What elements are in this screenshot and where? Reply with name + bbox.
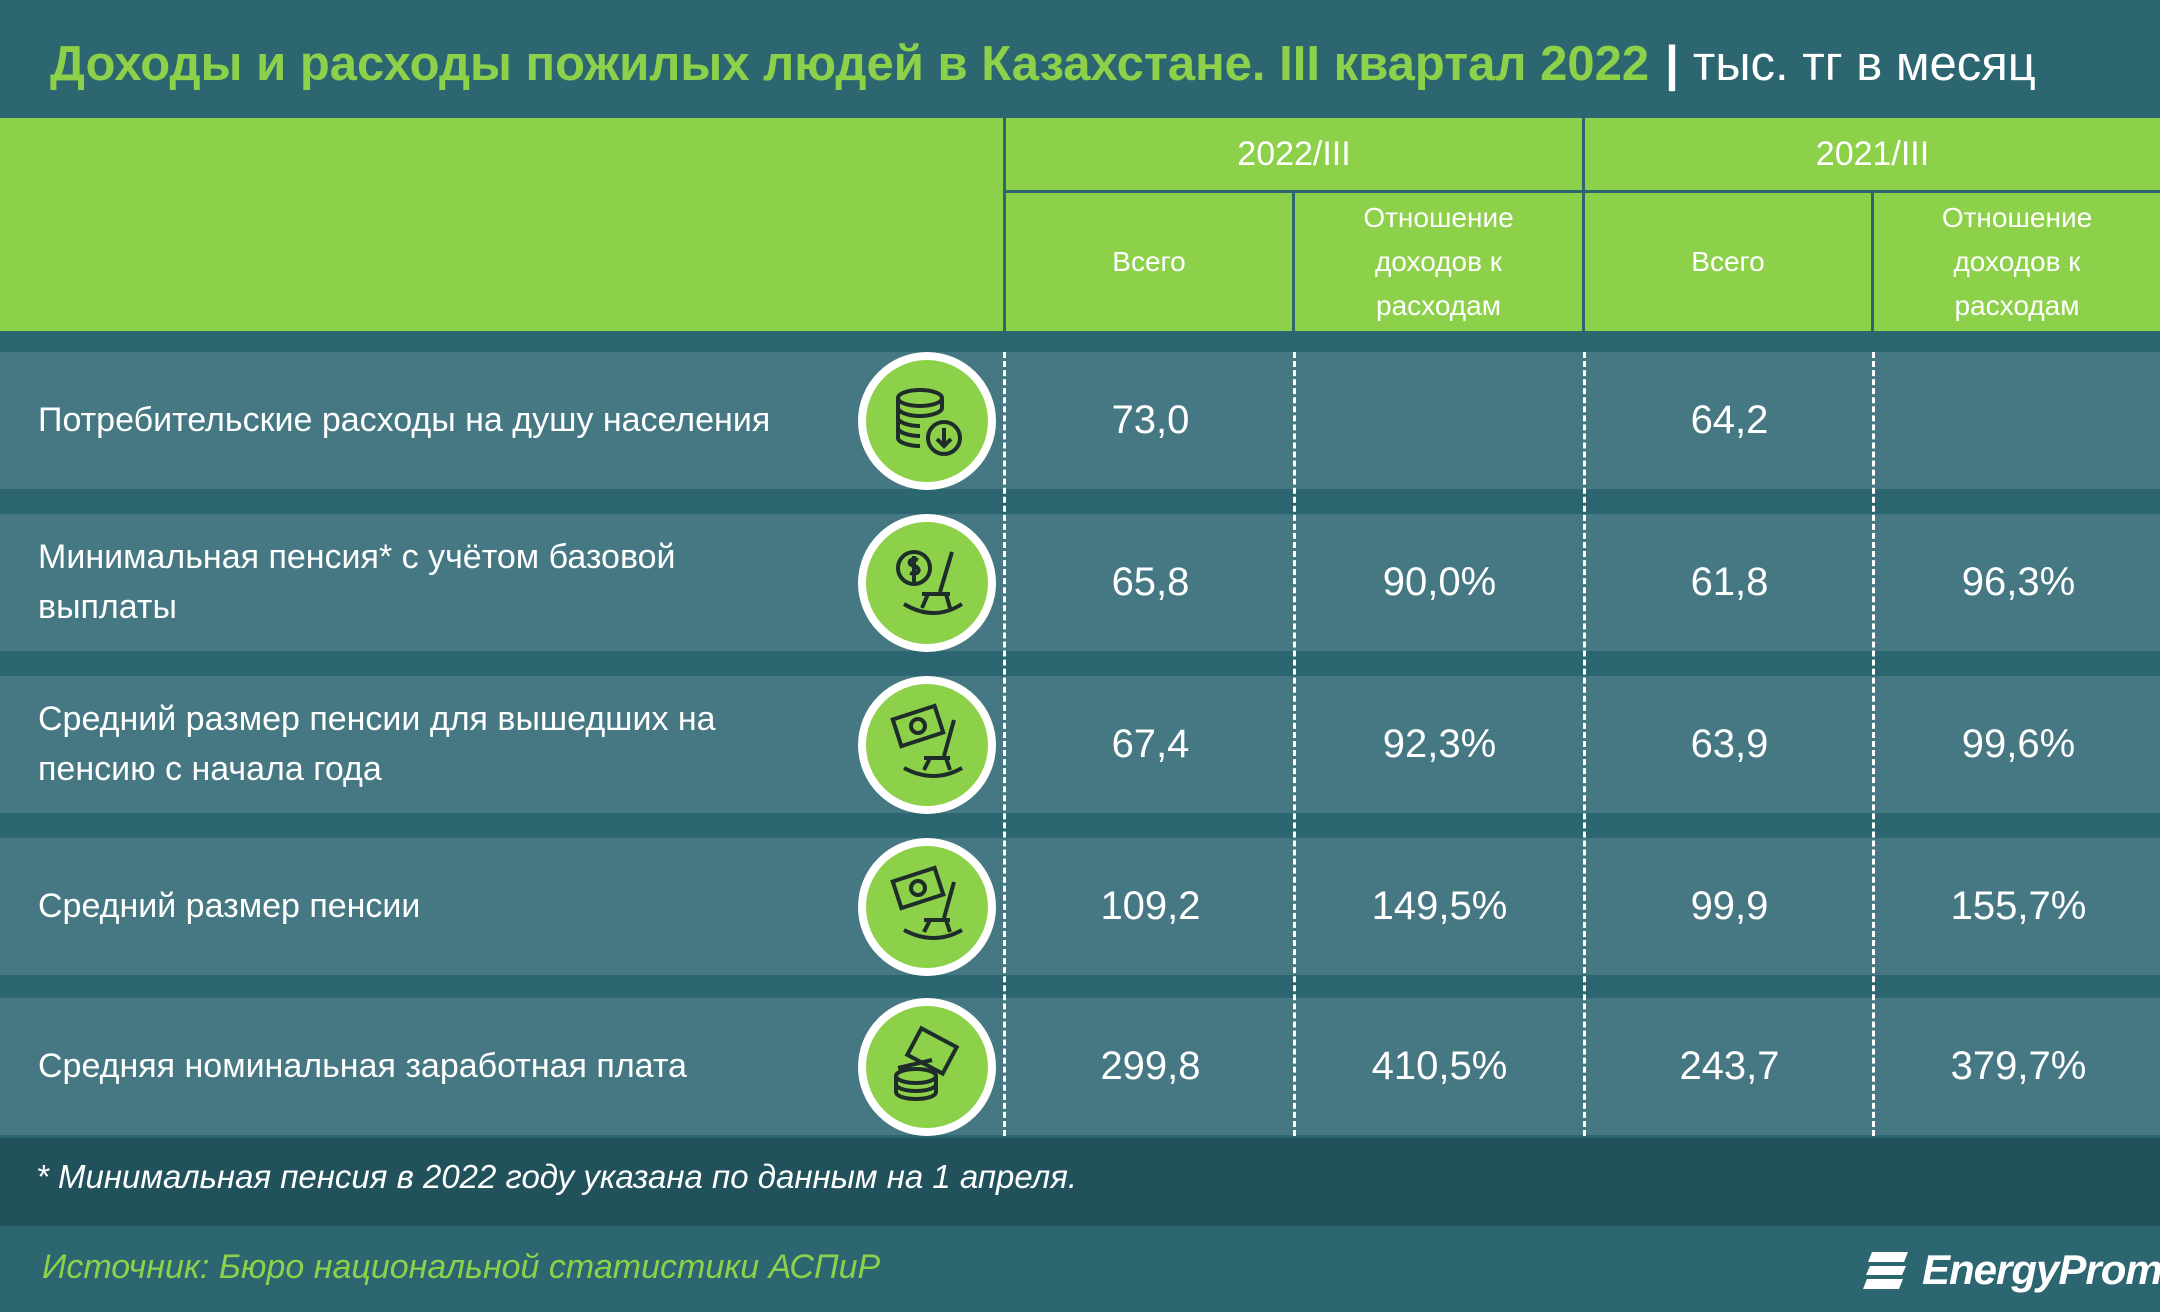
value-ratio-cell: 99,6% bbox=[1961, 722, 2076, 766]
column-divider bbox=[1293, 352, 1296, 1136]
rocking-chair-banknote-icon bbox=[858, 838, 996, 976]
value-total-cell: 65,8 bbox=[1111, 560, 1190, 604]
value-ratio-cell bbox=[1295, 352, 1584, 489]
footnote-band bbox=[0, 1138, 2160, 1226]
row-label: Средний размер пенсии для вышедших на пен… bbox=[38, 694, 716, 794]
value-ratio-cell: 149,5% bbox=[1371, 884, 1508, 928]
row-label: Средняя номинальная заработная плата bbox=[38, 1041, 687, 1091]
value-ratio-cell: 92,3% bbox=[1382, 722, 1497, 766]
value-ratio-cell: 410,5% bbox=[1371, 1044, 1508, 1088]
row-label-line: Средняя номинальная заработная плата bbox=[38, 1047, 687, 1085]
table-row: Потребительские расходы на душу населени… bbox=[0, 352, 2160, 490]
header-ratio-2022: Отношение доходов к расходам bbox=[1295, 193, 1582, 331]
row-label-line: пенсию с начала года bbox=[38, 750, 382, 788]
value-total-cell: 73,0 bbox=[1111, 398, 1190, 442]
row-label: Минимальная пенсия* с учётом базовой выпл… bbox=[38, 532, 676, 632]
value-ratio-cell: 90,0% bbox=[1382, 560, 1497, 604]
money-coins-icon bbox=[858, 998, 996, 1136]
header-year-2022: 2022/III bbox=[1006, 118, 1582, 190]
value-ratio-cell bbox=[1874, 352, 2160, 489]
logo-text: EnergyProm bbox=[1922, 1246, 2160, 1293]
energyprom-logo: EnergyProm bbox=[1862, 1240, 2160, 1300]
row-label-line: выплаты bbox=[38, 588, 177, 626]
page-title: Доходы и расходы пожилых людей в Казахст… bbox=[50, 28, 2036, 100]
header-ratio-line: расходам bbox=[1954, 290, 2080, 321]
header-total-2022: Всего bbox=[1006, 193, 1292, 331]
value-ratio-cell: 155,7% bbox=[1950, 884, 2087, 928]
table-row: Средний размер пенсии 109,2 149,5% 99,9 155,… bbox=[0, 838, 2160, 976]
row-label-line: Средний размер пенсии для вышедших на bbox=[38, 700, 716, 738]
logo-mark-icon bbox=[1863, 1252, 1908, 1289]
value-ratio-cell: 96,3% bbox=[1961, 560, 2076, 604]
title-unit: тыс. тг в месяц bbox=[1692, 37, 2036, 91]
row-label-line: Потребительские расходы на душу населени… bbox=[38, 401, 771, 439]
title-main: Доходы и расходы пожилых людей в Казахст… bbox=[50, 37, 1650, 91]
value-total-cell: 67,4 bbox=[1111, 722, 1190, 766]
value-total-cell: 109,2 bbox=[1100, 884, 1201, 928]
header-blank-cell bbox=[0, 118, 1003, 331]
value-total-cell: 299,8 bbox=[1100, 1044, 1201, 1088]
header-ratio-line: Отношение bbox=[1363, 202, 1514, 233]
header-year-2021: 2021/III bbox=[1585, 118, 2160, 190]
header-ratio-line: доходов к bbox=[1953, 246, 2081, 277]
value-total-cell: 63,9 bbox=[1690, 722, 1769, 766]
source-note: Источник: Бюро национальной статистики А… bbox=[42, 1248, 881, 1286]
row-label-line: Средний размер пенсии bbox=[38, 887, 421, 925]
value-ratio-cell: 379,7% bbox=[1950, 1044, 2087, 1088]
table-row: Средняя номинальная заработная плата 299,… bbox=[0, 998, 2160, 1136]
row-label-line: Минимальная пенсия* с учётом базовой bbox=[38, 538, 676, 576]
rocking-chair-banknote-icon bbox=[858, 676, 996, 814]
header-ratio-line: расходам bbox=[1376, 290, 1501, 321]
row-label: Средний размер пенсии bbox=[38, 881, 420, 931]
footnote: * Минимальная пенсия в 2022 году указана… bbox=[36, 1158, 1078, 1195]
value-total-cell: 64,2 bbox=[1690, 398, 1769, 442]
table-row: Минимальная пенсия* с учётом базовой выпл… bbox=[0, 514, 2160, 652]
value-total-cell: 61,8 bbox=[1690, 560, 1769, 604]
title-separator: | bbox=[1665, 37, 1679, 91]
header-ratio-line: доходов к bbox=[1374, 246, 1503, 277]
column-divider bbox=[1583, 352, 1586, 1136]
coins-down-icon bbox=[858, 352, 996, 490]
column-divider bbox=[1872, 352, 1875, 1136]
header-ratio-2021: Отношение доходов к расходам bbox=[1874, 193, 2160, 331]
header-total-label: Всего bbox=[1691, 246, 1765, 277]
column-divider bbox=[1003, 352, 1006, 1136]
value-total-cell: 99,9 bbox=[1690, 884, 1769, 928]
rocking-chair-dollar-icon bbox=[858, 514, 996, 652]
header-total-label: Всего bbox=[1112, 246, 1186, 277]
value-total-cell: 243,7 bbox=[1679, 1044, 1780, 1088]
header-total-2021: Всего bbox=[1585, 193, 1871, 331]
header-ratio-line: Отношение bbox=[1941, 202, 2093, 233]
row-label: Потребительские расходы на душу населени… bbox=[38, 395, 770, 445]
table-row: Средний размер пенсии для вышедших на пен… bbox=[0, 676, 2160, 814]
